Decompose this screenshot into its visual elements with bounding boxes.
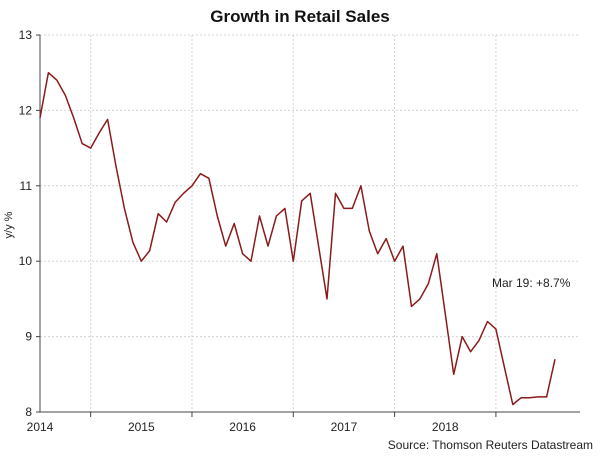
source-label: Source: Thomson Reuters Datastream (388, 438, 593, 452)
x-tick-label: 2016 (229, 420, 256, 434)
x-tick-label: 2015 (128, 420, 155, 434)
y-tick-label: 10 (19, 254, 33, 268)
gridlines (40, 34, 580, 412)
series-line (39, 71, 556, 406)
y-tick-label: 13 (19, 28, 33, 42)
y-axis-label: y/y % (3, 211, 15, 238)
x-tick-label: 2017 (331, 420, 358, 434)
x-tick-label: 2014 (27, 420, 54, 434)
x-tick-label: 2018 (432, 420, 459, 434)
y-tick-label: 12 (19, 103, 33, 117)
y-tick-label: 9 (25, 330, 32, 344)
axes (36, 34, 580, 417)
y-tick-labels: 8 9 10 11 12 13 (19, 28, 33, 419)
y-tick-label: 11 (20, 179, 33, 193)
y-tick-label: 8 (25, 405, 32, 419)
x-tick-labels: 2014 2015 2016 2017 2018 (27, 420, 459, 434)
series (39, 71, 556, 406)
annotation-label: Mar 19: +8.7% (492, 276, 571, 290)
chart-title: Growth in Retail Sales (210, 7, 390, 26)
